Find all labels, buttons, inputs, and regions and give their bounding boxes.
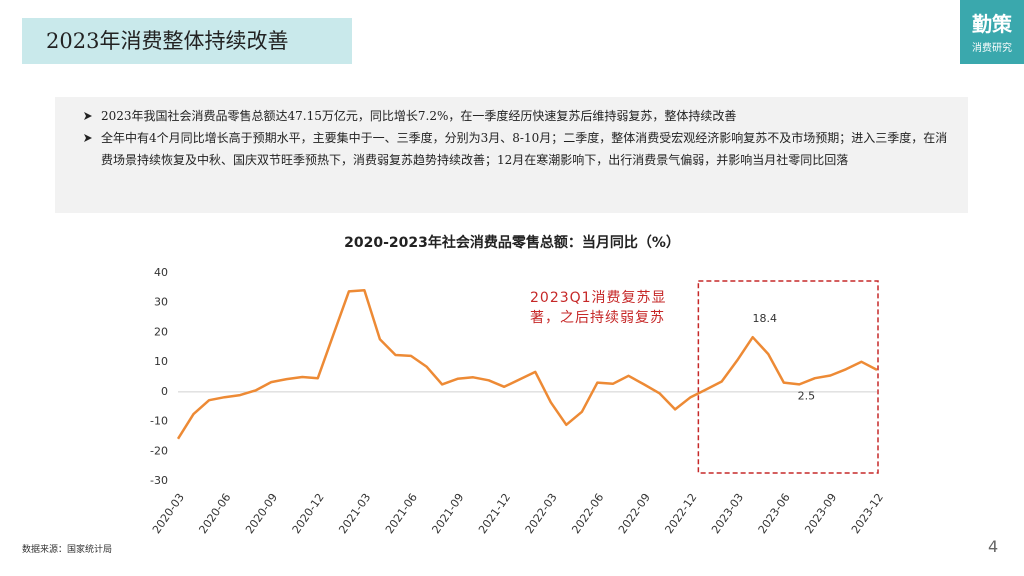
summary-box: 2023年我国社会消费品零售总额达47.15万亿元，同比增长7.2%，在一季度经… xyxy=(55,97,968,213)
source: 数据来源：国家统计局 xyxy=(22,545,113,555)
logo-name: 勤策 xyxy=(972,12,1012,36)
x-tick-label: 2022-03 xyxy=(523,491,560,536)
logo-subtitle: 消费研究 xyxy=(972,43,1012,54)
logo: 勤策 消费研究 xyxy=(960,0,1024,64)
x-tick-label: 2022-06 xyxy=(569,491,606,536)
x-tick-label: 2022-12 xyxy=(662,491,699,536)
chart-title: 2020-2023年社会消费品零售总额：当月同比（%） xyxy=(344,234,680,251)
y-tick-label: 20 xyxy=(154,325,168,338)
y-tick-label: -20 xyxy=(150,444,168,457)
x-tick-label: 2023-09 xyxy=(802,491,839,536)
line xyxy=(176,288,878,440)
bullet-icon xyxy=(84,112,92,120)
annotation: 2023Q1消费复苏显 xyxy=(530,289,667,306)
x-tick-label: 2020-12 xyxy=(290,491,327,536)
y-tick-label: -10 xyxy=(150,415,168,428)
annotation: 著，之后持续弱复苏 xyxy=(530,309,665,326)
x-tick-label: 2021-09 xyxy=(429,491,466,536)
x-tick-label: 2020-03 xyxy=(150,491,187,536)
bullet-text: 全年中有4个月同比增长高于预期水平，主要集中于一、三季度，分别为3月、8-10月… xyxy=(101,131,948,167)
y-tick-label: -30 xyxy=(150,474,168,487)
y-tick-label: 0 xyxy=(161,385,168,398)
bullet-text: 2023年我国社会消费品零售总额达47.15万亿元，同比增长7.2%，在一季度经… xyxy=(101,109,737,123)
x-tick-label: 2021-12 xyxy=(476,491,513,536)
y-tick-label: 30 xyxy=(154,296,168,309)
page-number: 4 xyxy=(988,537,999,556)
x-tick-label: 2023-03 xyxy=(709,491,746,536)
x-tick-label: 2020-06 xyxy=(196,491,233,536)
y-tick-label: 10 xyxy=(154,355,168,368)
x-tick-label: 2021-06 xyxy=(383,491,420,536)
data-label: 18.4 xyxy=(752,312,777,325)
bullet-icon xyxy=(84,134,92,142)
bullet: 全年中有4个月同比增长高于预期水平，主要集中于一、三季度，分别为3月、8-10月… xyxy=(83,127,948,171)
highlight-box xyxy=(697,280,879,474)
bullet: 2023年我国社会消费品零售总额达47.15万亿元，同比增长7.2%，在一季度经… xyxy=(83,105,948,127)
x-tick-label: 2023-12 xyxy=(849,491,886,536)
slide-title: 2023年消费整体持续改善 xyxy=(22,18,352,64)
data-label: 2.5 xyxy=(798,389,816,402)
x-tick-label: 2020-09 xyxy=(243,491,280,536)
x-tick-label: 2023-06 xyxy=(756,491,793,536)
x-tick-label: 2022-09 xyxy=(616,491,653,536)
y-tick-label: 40 xyxy=(154,266,168,279)
x-tick-label: 2021-03 xyxy=(336,491,373,536)
